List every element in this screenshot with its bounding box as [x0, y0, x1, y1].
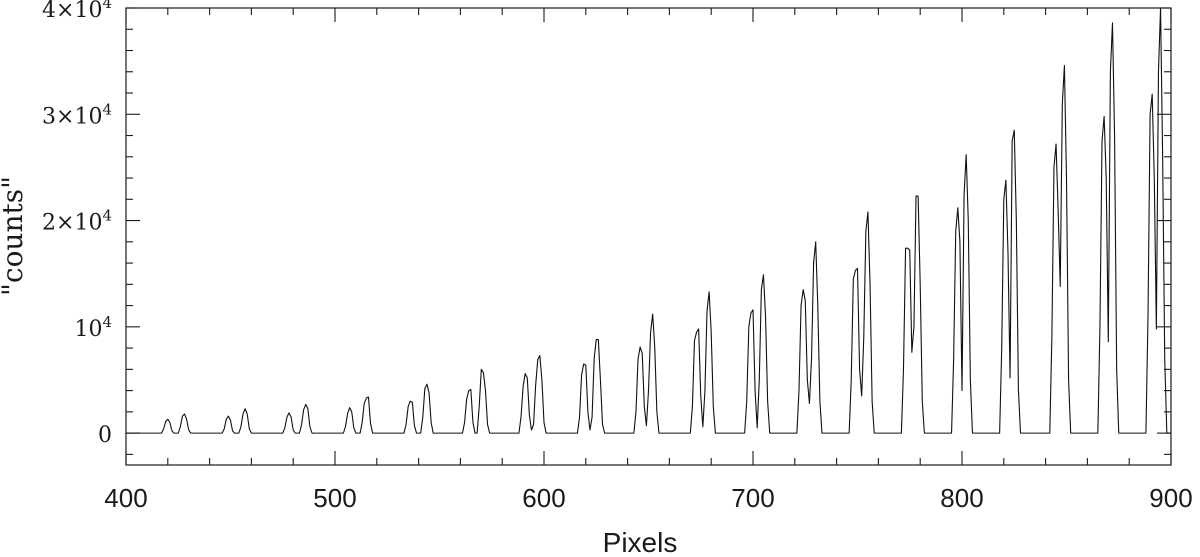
- x-tick-label: 500: [313, 483, 356, 513]
- series-line: [126, 7, 1171, 434]
- y-tick-label: 4×104: [42, 0, 112, 23]
- x-tick-label: 900: [1149, 483, 1192, 513]
- y-tick-label: 0: [98, 423, 112, 448]
- y-axis-label: "counts": [0, 176, 29, 296]
- y-tick-label: 3×104: [42, 100, 112, 129]
- x-tick-label: 400: [104, 483, 147, 513]
- x-tick-label: 600: [522, 483, 565, 513]
- plot-frame: [125, 7, 1172, 466]
- series-group: [126, 7, 1171, 434]
- y-tick-label: 2×104: [42, 207, 112, 236]
- x-ticks: 400 500 600 700 800 900: [104, 8, 1193, 513]
- y-ticks: 0 104 2×104 3×104 4×104: [42, 0, 1171, 455]
- x-axis-label: Pixels: [603, 527, 678, 557]
- y-tick-label: 104: [74, 313, 112, 342]
- x-tick-label: 800: [940, 483, 983, 513]
- x-tick-label: 700: [731, 483, 774, 513]
